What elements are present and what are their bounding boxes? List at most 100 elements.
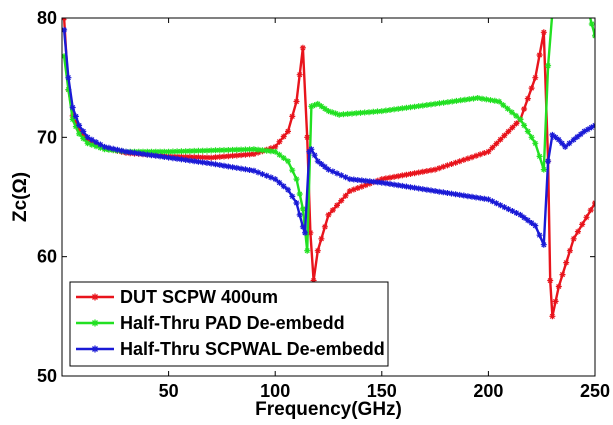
data-point — [524, 128, 531, 135]
data-point — [460, 192, 467, 199]
data-point — [289, 167, 296, 174]
axes-box — [61, 17, 596, 377]
legend-entry: Half-Thru SCPWAL De-embedd — [76, 339, 385, 359]
data-point — [552, 134, 559, 141]
data-point — [178, 156, 185, 163]
data-point — [114, 146, 121, 153]
data-point — [276, 138, 283, 145]
data-point — [411, 103, 418, 110]
data-point — [308, 103, 315, 110]
data-point — [101, 143, 108, 150]
data-point — [452, 159, 459, 166]
data-point — [496, 98, 503, 105]
data-point — [76, 130, 83, 137]
data-point — [428, 187, 434, 194]
data-point — [497, 136, 504, 143]
data-point — [391, 173, 398, 180]
data-point — [349, 110, 355, 117]
data-point — [378, 179, 385, 186]
data-point — [250, 167, 257, 174]
data-point — [225, 147, 232, 153]
data-point — [452, 191, 459, 198]
data-point — [387, 174, 393, 181]
data-point — [204, 160, 210, 166]
data-point — [473, 152, 480, 159]
data-point — [329, 207, 336, 214]
data-point — [329, 168, 336, 175]
data-point — [436, 100, 443, 107]
data-point — [259, 147, 266, 154]
data-point — [62, 26, 68, 33]
data-point — [513, 210, 520, 216]
x-axis-title: Frequency(GHz) — [255, 399, 402, 420]
data-point — [391, 106, 398, 113]
data-point — [415, 185, 422, 192]
data-point — [250, 146, 257, 153]
data-point — [212, 161, 219, 168]
data-point — [528, 85, 535, 92]
data-point — [353, 110, 360, 117]
data-point — [456, 158, 463, 165]
data-point — [84, 140, 91, 147]
data-point — [470, 95, 477, 102]
data-point — [69, 116, 76, 123]
data-point — [161, 148, 168, 155]
data-point — [157, 148, 164, 155]
data-point — [62, 53, 68, 60]
data-point — [334, 202, 340, 209]
x-tick-label: 200 — [473, 381, 503, 401]
data-point — [199, 154, 206, 161]
series-3 — [62, 26, 595, 248]
data-point — [579, 221, 586, 228]
data-point — [469, 154, 475, 161]
series-layer — [62, 18, 595, 320]
data-point — [587, 207, 594, 214]
data-point — [195, 158, 202, 165]
data-point — [521, 122, 528, 129]
data-point — [311, 102, 318, 109]
data-point — [238, 165, 245, 172]
data-point — [517, 211, 524, 218]
data-point — [293, 98, 300, 105]
data-point — [449, 98, 456, 105]
data-point — [229, 152, 236, 159]
data-point — [152, 148, 159, 155]
data-point — [436, 188, 443, 195]
data-point — [199, 159, 206, 166]
data-point — [382, 180, 389, 187]
data-point — [225, 163, 232, 170]
data-point — [374, 108, 381, 115]
data-point — [233, 164, 240, 171]
data-point — [229, 146, 236, 153]
data-point — [574, 133, 581, 140]
data-point — [296, 191, 303, 197]
data-point — [395, 105, 402, 112]
data-point — [246, 146, 253, 153]
data-point — [532, 74, 539, 81]
data-point — [399, 105, 406, 112]
data-point — [505, 206, 512, 213]
data-point — [521, 214, 528, 221]
data-point — [272, 176, 279, 183]
data-point — [321, 105, 328, 112]
data-point — [169, 155, 176, 162]
data-point — [540, 29, 547, 36]
data-point — [255, 169, 262, 176]
data-point — [186, 154, 193, 160]
data-point — [314, 158, 321, 165]
data-point — [387, 181, 393, 187]
data-point — [280, 133, 287, 140]
data-point — [238, 146, 245, 153]
data-point — [513, 120, 520, 127]
x-tick-label: 100 — [260, 381, 290, 401]
data-point — [428, 167, 434, 174]
data-point — [88, 136, 95, 143]
data-point — [280, 183, 287, 190]
data-point — [140, 151, 146, 157]
data-point — [500, 102, 507, 109]
data-point — [182, 157, 189, 163]
data-point — [403, 104, 410, 111]
data-point — [221, 153, 227, 160]
data-point — [212, 154, 219, 161]
data-point — [382, 175, 389, 182]
